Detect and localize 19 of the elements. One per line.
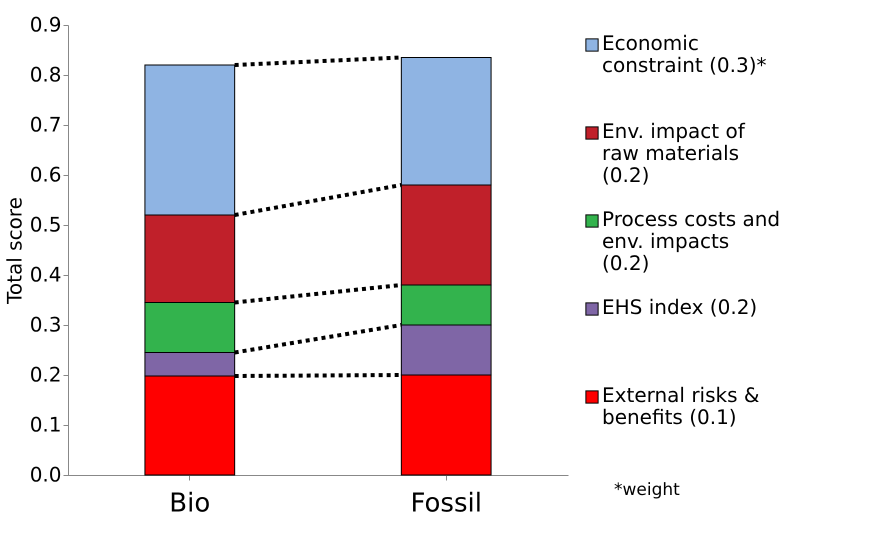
y-axis-title: Total score <box>2 197 27 305</box>
y-tick-label: 0.2 <box>30 362 62 386</box>
y-tick-label: 0.0 <box>30 462 62 486</box>
y-tick-label: 0.1 <box>30 412 62 436</box>
y-tick-label: 0.7 <box>30 112 62 136</box>
legend-label: Process costs and env. impacts (0.2) <box>602 207 780 275</box>
y-tick-label: 0.3 <box>30 312 62 336</box>
y-tick-label: 0.4 <box>30 262 62 286</box>
y-tick-label: 0.8 <box>30 62 62 86</box>
legend-label: EHS index (0.2) <box>602 295 758 319</box>
legend-label: Economic constraint (0.3)* <box>602 31 766 77</box>
legend-label: Env. impact of raw materials (0.2) <box>602 119 746 187</box>
y-tick-label: 0.9 <box>30 12 62 36</box>
x-tick-label: Fossil <box>410 488 482 518</box>
y-tick-label: 0.6 <box>30 162 62 186</box>
legend-label: External risks & benefits (0.1) <box>602 383 760 429</box>
y-tick-label: 0.5 <box>30 212 62 236</box>
text: *weight <box>614 480 680 500</box>
x-tick-label: Bio <box>169 488 210 518</box>
